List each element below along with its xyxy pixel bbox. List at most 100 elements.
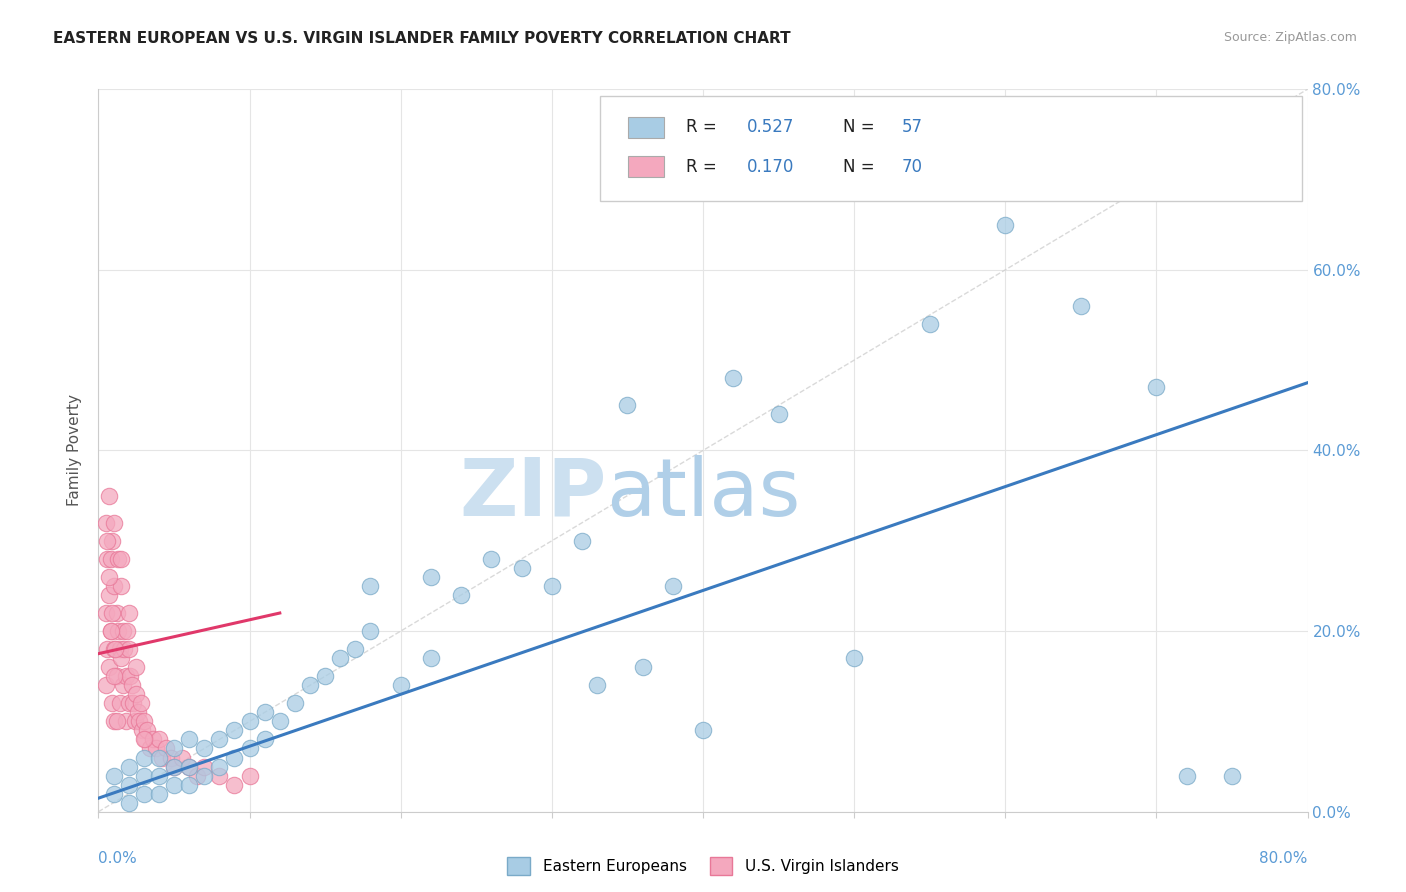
Point: [132, 714, 155, 729]
Point: [96, 551, 118, 566]
Point: [111, 678, 134, 692]
Point: [132, 787, 155, 801]
Text: 57: 57: [901, 119, 922, 136]
Point: [114, 714, 136, 729]
Point: [118, 796, 141, 810]
Point: [148, 787, 170, 801]
Point: [110, 551, 132, 566]
Point: [132, 750, 155, 764]
Point: [481, 551, 503, 566]
Text: 0.527: 0.527: [747, 119, 794, 136]
Point: [616, 398, 638, 412]
Point: [110, 579, 132, 593]
Text: N =: N =: [844, 119, 880, 136]
Point: [145, 741, 167, 756]
Point: [125, 660, 148, 674]
Point: [96, 642, 118, 657]
Point: [110, 651, 132, 665]
Point: [208, 759, 231, 773]
Text: EASTERN EUROPEAN VS U.S. VIRGIN ISLANDER FAMILY POVERTY CORRELATION CHART: EASTERN EUROPEAN VS U.S. VIRGIN ISLANDER…: [53, 31, 792, 46]
Point: [112, 642, 135, 657]
Point: [239, 714, 262, 729]
FancyBboxPatch shape: [628, 156, 664, 178]
Point: [105, 669, 128, 683]
Point: [98, 588, 121, 602]
Point: [253, 732, 276, 747]
Point: [1070, 299, 1092, 313]
Point: [94, 516, 117, 530]
Point: [132, 732, 155, 747]
Point: [124, 714, 146, 729]
Point: [224, 723, 246, 738]
Point: [105, 606, 128, 620]
Point: [284, 697, 307, 711]
Point: [103, 579, 125, 593]
Text: 0.0%: 0.0%: [98, 852, 138, 866]
Point: [118, 697, 141, 711]
Point: [163, 759, 186, 773]
Point: [193, 769, 215, 783]
Point: [129, 697, 152, 711]
Point: [122, 697, 145, 711]
Point: [94, 678, 117, 692]
Text: N =: N =: [844, 158, 880, 176]
Point: [103, 787, 125, 801]
Point: [107, 551, 129, 566]
Point: [101, 697, 124, 711]
Point: [100, 624, 122, 639]
Text: 70: 70: [901, 158, 922, 176]
Point: [103, 769, 125, 783]
Point: [208, 769, 231, 783]
Point: [121, 678, 143, 692]
Point: [103, 642, 125, 657]
Point: [193, 759, 215, 773]
Point: [239, 741, 262, 756]
Point: [103, 714, 125, 729]
Point: [224, 778, 246, 792]
Point: [103, 669, 125, 683]
Point: [111, 624, 134, 639]
Point: [98, 660, 121, 674]
Point: [420, 570, 443, 584]
Point: [142, 732, 165, 747]
Point: [170, 750, 193, 764]
Point: [571, 533, 593, 548]
Point: [208, 732, 231, 747]
FancyBboxPatch shape: [600, 96, 1302, 202]
Point: [179, 778, 201, 792]
Point: [1175, 769, 1198, 783]
Point: [108, 642, 131, 657]
Point: [163, 741, 186, 756]
Point: [193, 741, 215, 756]
Text: ZIP: ZIP: [458, 455, 606, 533]
Point: [96, 533, 118, 548]
Point: [768, 407, 790, 422]
Point: [135, 723, 157, 738]
Point: [148, 769, 170, 783]
Text: atlas: atlas: [606, 455, 800, 533]
Point: [344, 642, 367, 657]
Point: [844, 651, 866, 665]
Text: R =: R =: [686, 158, 723, 176]
Point: [131, 723, 153, 738]
Point: [420, 651, 443, 665]
Point: [269, 714, 291, 729]
Point: [179, 759, 201, 773]
Point: [108, 697, 131, 711]
Point: [103, 516, 125, 530]
Point: [155, 741, 177, 756]
FancyBboxPatch shape: [628, 117, 664, 138]
Point: [104, 642, 127, 657]
Point: [160, 750, 183, 764]
Point: [163, 759, 186, 773]
Point: [94, 606, 117, 620]
Point: [139, 741, 162, 756]
Point: [128, 714, 150, 729]
Point: [586, 678, 609, 692]
Point: [1220, 769, 1243, 783]
Point: [661, 579, 683, 593]
Point: [253, 706, 276, 720]
Point: [148, 750, 170, 764]
Point: [101, 533, 124, 548]
Point: [134, 732, 156, 747]
